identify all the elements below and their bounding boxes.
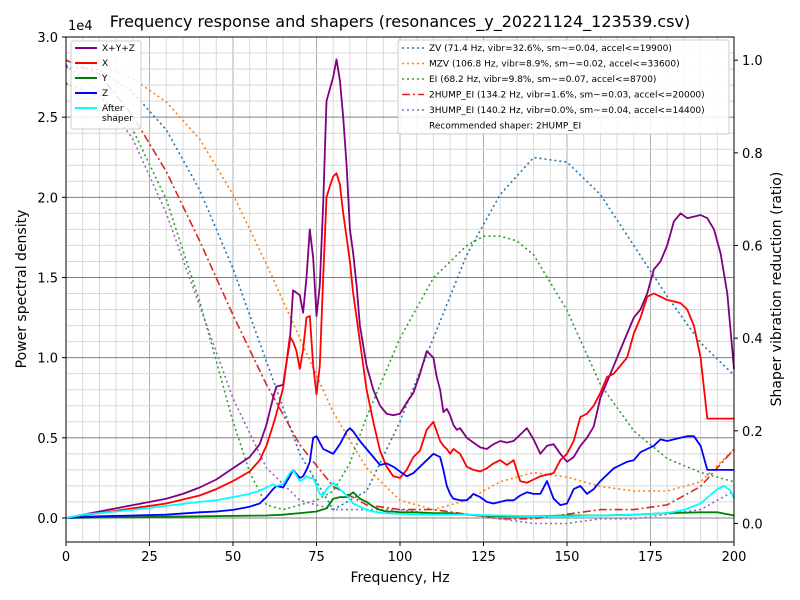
shaper-legend: ZV (71.4 Hz, vibr=32.6%, sm~=0.04, accel… [397, 39, 730, 135]
y-tick-label: 0.5 [37, 432, 58, 447]
shaper-line-4 [65, 59, 735, 520]
y-tick-label: 1.0 [37, 352, 58, 367]
shaper-legend-box [397, 39, 730, 135]
y2-tick-label: 0.2 [742, 425, 763, 440]
x-tick-label: 50 [225, 550, 242, 565]
psd-legend-label: X [102, 59, 108, 69]
y-axis-offset: 1e4 [68, 19, 93, 34]
y2-axis-label: Shaper vibration reduction (ratio) [769, 172, 785, 407]
y2-tick-label: 0.4 [742, 332, 763, 347]
psd-series-group [65, 58, 735, 519]
psd-line-5 [65, 468, 735, 519]
psd-line-2 [65, 172, 734, 519]
y-tick-label: 1.5 [37, 271, 58, 286]
x-tick-label: 0 [62, 550, 70, 565]
shaper-legend-label: EI (68.2 Hz, vibr=9.8%, sm~=0.07, accel<… [429, 75, 656, 85]
shaper-legend-label: 2HUMP_EI (134.2 Hz, vibr=1.6%, sm~=0.03,… [429, 91, 705, 101]
x-tick-label: 200 [722, 550, 747, 565]
psd-legend-label: After [102, 104, 124, 114]
shaper-legend-label: MZV (106.8 Hz, vibr=8.9%, sm~=0.02, acce… [429, 60, 680, 70]
psd-legend-label: X+Y+Z [102, 44, 135, 54]
chart-title: Frequency response and shapers (resonanc… [110, 12, 690, 32]
y2-tick-label: 0.0 [742, 517, 763, 532]
shaper-legend-label: 3HUMP_EI (140.2 Hz, vibr=0.0%, sm~=0.04,… [429, 106, 705, 116]
y2-tick-label: 0.8 [742, 147, 763, 162]
shaper-line-1 [65, 66, 735, 511]
psd-legend-label: shaper [102, 114, 133, 124]
recommended-shaper-text: Recommended shaper: 2HUMP_EI [429, 122, 581, 132]
x-tick-label: 125 [471, 550, 496, 565]
psd-legend-label: Y [101, 74, 108, 84]
psd-line-1 [65, 58, 735, 519]
y2-tick-label: 1.0 [742, 54, 763, 69]
y2-tick-label: 0.6 [742, 239, 763, 254]
shaper-legend-label: ZV (71.4 Hz, vibr=32.6%, sm~=0.04, accel… [429, 44, 672, 54]
x-tick-label: 175 [638, 550, 663, 565]
x-axis-label: Frequency, Hz [350, 570, 449, 586]
psd-legend-label: Z [102, 89, 108, 99]
shaper-line-2 [65, 59, 735, 511]
shaper-series-group [65, 59, 735, 525]
y2-axis-ticks: 0.0 0.2 0.4 0.6 0.8 1.0 [734, 54, 763, 532]
x-tick-label: 75 [308, 550, 325, 565]
x-tick-label: 25 [141, 550, 158, 565]
x-axis-ticks: 0 25 50 75 100 125 150 175 200 [62, 542, 747, 565]
y-axis-ticks: 0.0 0.5 1.0 1.5 2.0 2.5 3.0 [37, 31, 66, 527]
x-tick-label: 150 [555, 550, 580, 565]
y-tick-label: 2.0 [37, 191, 58, 206]
x-tick-label: 100 [388, 550, 413, 565]
y-tick-label: 0.0 [37, 512, 58, 527]
y-axis-label: Power spectral density [14, 210, 30, 369]
y-tick-label: 2.5 [37, 111, 58, 126]
y-tick-label: 3.0 [37, 31, 58, 46]
